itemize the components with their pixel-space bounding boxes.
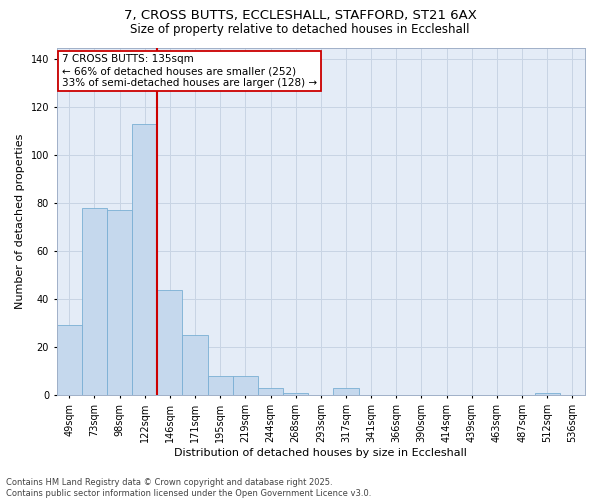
Bar <box>334 388 359 395</box>
Bar <box>182 335 208 395</box>
Bar <box>258 388 283 395</box>
Bar <box>56 326 82 395</box>
Bar <box>233 376 258 395</box>
Bar <box>82 208 107 395</box>
Text: 7 CROSS BUTTS: 135sqm
← 66% of detached houses are smaller (252)
33% of semi-det: 7 CROSS BUTTS: 135sqm ← 66% of detached … <box>62 54 317 88</box>
Bar <box>208 376 233 395</box>
Text: Contains HM Land Registry data © Crown copyright and database right 2025.
Contai: Contains HM Land Registry data © Crown c… <box>6 478 371 498</box>
Bar <box>535 392 560 395</box>
Y-axis label: Number of detached properties: Number of detached properties <box>15 134 25 309</box>
X-axis label: Distribution of detached houses by size in Eccleshall: Distribution of detached houses by size … <box>175 448 467 458</box>
Text: 7, CROSS BUTTS, ECCLESHALL, STAFFORD, ST21 6AX: 7, CROSS BUTTS, ECCLESHALL, STAFFORD, ST… <box>124 9 476 22</box>
Bar <box>283 392 308 395</box>
Bar <box>157 290 182 395</box>
Bar <box>107 210 132 395</box>
Bar <box>132 124 157 395</box>
Text: Size of property relative to detached houses in Eccleshall: Size of property relative to detached ho… <box>130 22 470 36</box>
